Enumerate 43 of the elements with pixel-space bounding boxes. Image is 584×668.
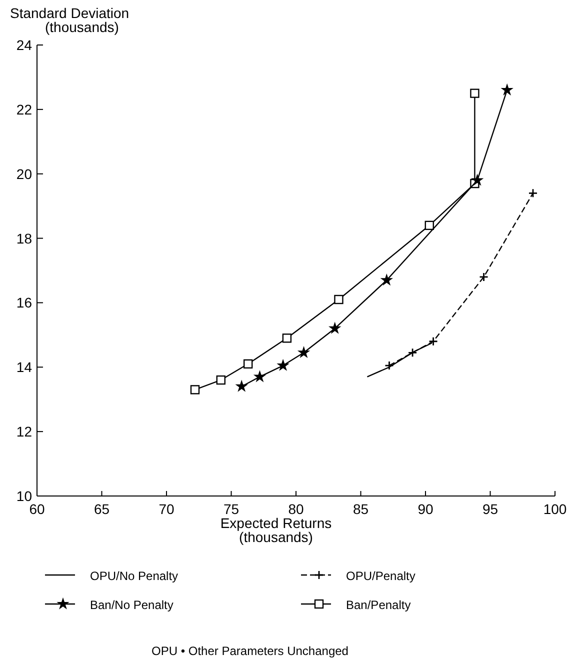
point bbox=[384, 360, 394, 370]
y-tick-label: 18 bbox=[16, 230, 32, 246]
point bbox=[500, 83, 514, 96]
x-tick-label: 75 bbox=[223, 501, 240, 517]
x-tick-label: 80 bbox=[288, 501, 304, 517]
point bbox=[235, 380, 248, 392]
point bbox=[276, 358, 290, 371]
point bbox=[470, 174, 484, 186]
y-tick-label: 16 bbox=[16, 294, 32, 311]
point bbox=[253, 370, 266, 382]
x-tick-label: 90 bbox=[418, 501, 434, 517]
y-tick-label: 22 bbox=[16, 101, 32, 118]
y-tick-label: 10 bbox=[16, 488, 32, 504]
point bbox=[334, 294, 344, 304]
x-tick-label: 95 bbox=[482, 501, 498, 517]
x-tick-label: 65 bbox=[94, 501, 110, 517]
text: OPU • Other Parameters Unchanged bbox=[152, 644, 348, 658]
point bbox=[216, 375, 226, 385]
y-tick-label: 24 bbox=[16, 37, 32, 53]
point bbox=[297, 346, 310, 358]
point bbox=[528, 188, 538, 198]
point bbox=[380, 273, 393, 286]
point bbox=[282, 334, 292, 343]
y-tick-label: 14 bbox=[16, 359, 32, 376]
legend-label: Ban/No Penalty bbox=[90, 598, 174, 612]
x-axis-title: Expected Returns (thousands) bbox=[220, 515, 332, 545]
point bbox=[243, 359, 253, 369]
legend-label: OPU/Penalty bbox=[346, 569, 416, 583]
legend-label: Ban/Penalty bbox=[346, 598, 411, 612]
point bbox=[328, 322, 342, 334]
x-tick-label: 70 bbox=[158, 501, 174, 517]
y-axis-title: Standard Deviation (thousands) bbox=[10, 5, 130, 35]
legend-label: OPU/No Penalty bbox=[90, 569, 178, 583]
x-tick-label: 85 bbox=[352, 501, 369, 517]
y-tick-label: 20 bbox=[16, 166, 32, 182]
y-tick-label: 12 bbox=[16, 424, 32, 440]
x-tick-label: 100 bbox=[543, 501, 567, 517]
point bbox=[424, 220, 434, 230]
x-tick-label: 60 bbox=[29, 501, 45, 517]
point bbox=[408, 348, 418, 358]
point bbox=[470, 88, 480, 98]
point bbox=[479, 272, 488, 282]
point bbox=[190, 385, 200, 394]
